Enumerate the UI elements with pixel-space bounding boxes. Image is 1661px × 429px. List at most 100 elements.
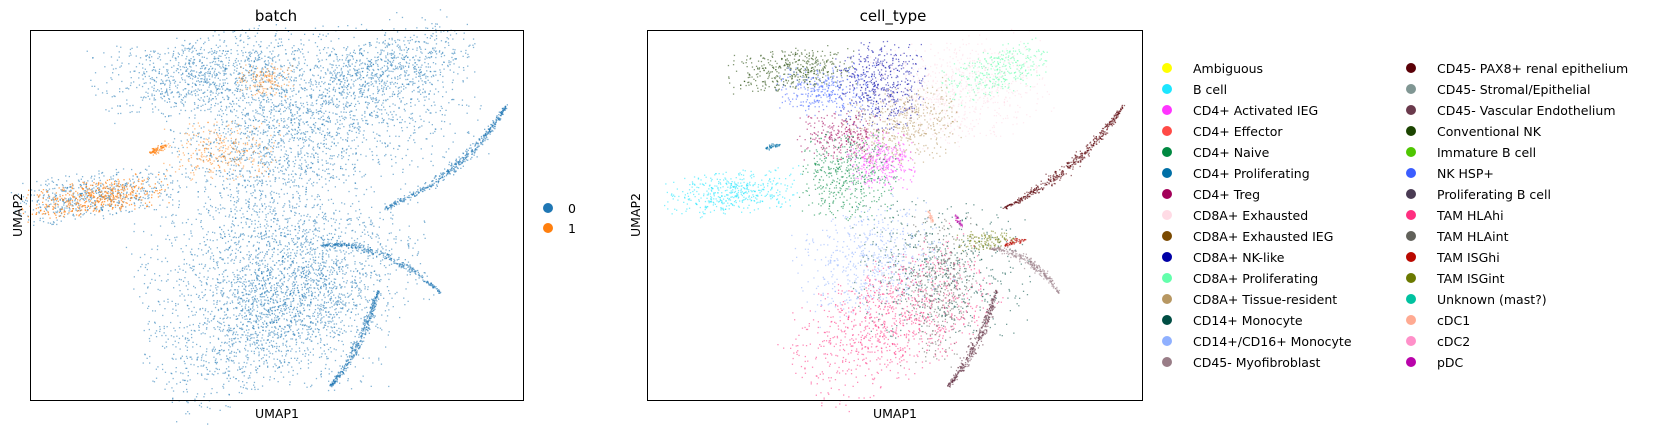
cell-point: [25, 199, 27, 201]
cell-point: [187, 91, 189, 93]
cell-point: [378, 134, 380, 136]
cell-point: [164, 189, 166, 191]
cell-point: [169, 59, 172, 62]
cell-point: [408, 65, 410, 67]
cell-point: [256, 59, 258, 62]
cell-point: [359, 60, 361, 62]
cell-point: [111, 192, 114, 194]
cell-point: [160, 93, 162, 95]
cell-point: [462, 80, 464, 82]
cell-point: [274, 81, 276, 83]
cell-point: [235, 236, 237, 239]
cell-point: [234, 89, 236, 92]
cell-point: [252, 67, 254, 69]
cell-point: [221, 161, 224, 163]
cell-point: [345, 111, 347, 113]
cell-point: [207, 121, 209, 124]
cell-point: [348, 83, 350, 86]
cell-point: [304, 89, 306, 92]
cell-point: [248, 180, 250, 183]
cell-point: [378, 99, 380, 102]
cell-point: [223, 155, 225, 157]
cell-point: [217, 114, 219, 116]
cell-point: [435, 111, 437, 114]
cell-point: [202, 74, 205, 76]
cell-point: [233, 142, 235, 144]
cell-point: [347, 133, 349, 136]
cell-point: [353, 85, 355, 87]
cell-point: [303, 56, 305, 58]
cell-point: [446, 37, 448, 39]
cell-point: [171, 222, 173, 224]
cell-point: [38, 189, 40, 191]
cell-point: [444, 47, 446, 49]
cell-point: [453, 51, 456, 53]
cell-point: [168, 115, 170, 117]
cell-point: [331, 97, 333, 99]
cell-point: [228, 90, 230, 92]
cell-point: [226, 187, 228, 189]
cell-point: [352, 83, 354, 85]
cell-point: [344, 116, 346, 118]
cell-point: [281, 91, 283, 94]
batch-0-upper-right: [212, 9, 490, 198]
cell-point: [116, 180, 118, 183]
cell-point: [248, 74, 250, 77]
cell-point: [266, 147, 269, 149]
cell-point: [325, 138, 327, 140]
cell-point: [209, 73, 211, 75]
cell-point: [60, 220, 62, 222]
cell-point: [420, 71, 422, 73]
cell-point: [416, 36, 418, 38]
cell-point: [463, 38, 465, 40]
cell-point: [271, 58, 273, 60]
cell-point: [260, 159, 262, 161]
cell-point: [388, 74, 390, 76]
cell-point: [241, 149, 243, 151]
cell-point: [112, 192, 114, 194]
cell-point: [297, 126, 300, 129]
cell-point: [344, 86, 346, 88]
cell-point: [241, 168, 243, 170]
cell-point: [338, 91, 340, 94]
cell-point: [85, 211, 87, 213]
cell-point: [274, 134, 276, 137]
cell-point: [238, 84, 240, 86]
cell-point: [280, 120, 283, 122]
cell-point: [45, 206, 48, 208]
cell-point: [116, 45, 118, 47]
cell-point: [282, 70, 284, 72]
cell-point: [310, 161, 312, 164]
cell-point: [357, 71, 359, 73]
cell-point: [372, 85, 375, 87]
cell-point: [162, 82, 164, 84]
cell-point: [359, 64, 361, 66]
cell-point: [321, 111, 323, 113]
cell-point: [267, 68, 269, 70]
cell-point: [363, 130, 365, 132]
cell-point: [247, 125, 250, 127]
cell-point: [285, 184, 287, 186]
cell-point: [200, 159, 202, 161]
cell-point: [361, 85, 364, 87]
cell-point: [272, 90, 274, 92]
cell-point: [172, 96, 175, 98]
cell-point: [297, 151, 299, 153]
cell-point: [303, 123, 305, 125]
cell-point: [423, 74, 425, 76]
cell-point: [360, 85, 362, 87]
cell-point: [98, 194, 101, 196]
cell-point: [185, 70, 187, 72]
cell-point: [228, 161, 230, 163]
cell-point: [273, 142, 275, 144]
cell-point: [123, 201, 125, 203]
cell-point: [62, 215, 65, 218]
cell-point: [179, 165, 181, 167]
cell-point: [148, 177, 150, 179]
cell-point: [215, 90, 218, 92]
cell-point: [108, 195, 110, 198]
cell-point: [300, 168, 302, 170]
cell-point: [97, 88, 99, 90]
cell-point: [295, 93, 297, 95]
cell-point: [432, 164, 434, 167]
